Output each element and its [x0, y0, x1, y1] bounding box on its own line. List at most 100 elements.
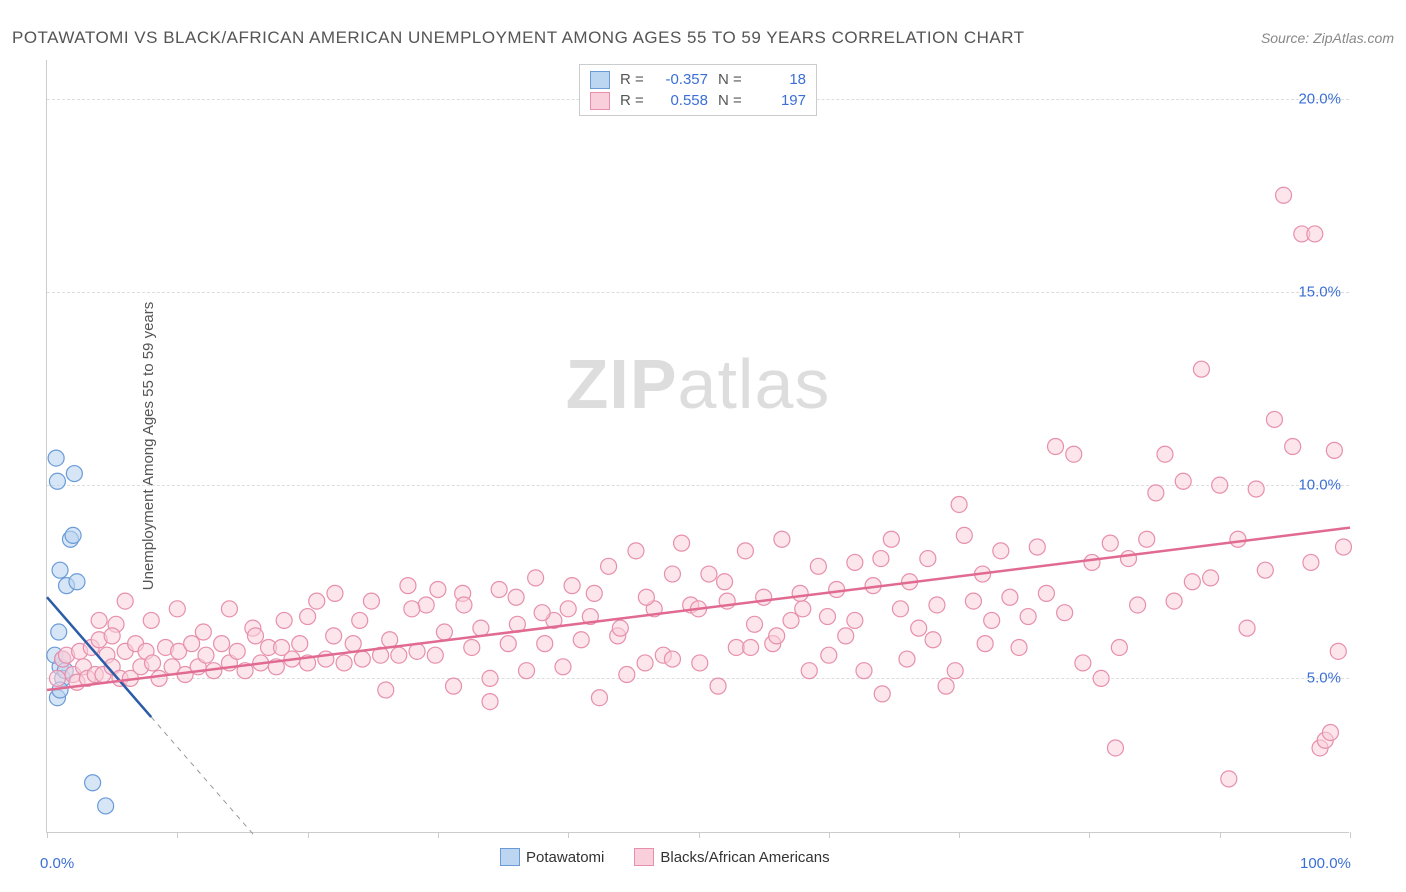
plot-area: ZIPatlas 5.0%10.0%15.0%20.0% R = -0.357 …	[46, 60, 1349, 833]
scatter-point	[1038, 585, 1054, 601]
scatter-point	[49, 670, 65, 686]
scatter-point	[977, 636, 993, 652]
scatter-point	[1093, 670, 1109, 686]
x-tick-mark	[177, 832, 178, 838]
scatter-point	[956, 527, 972, 543]
chart-source: Source: ZipAtlas.com	[1261, 30, 1394, 46]
scatter-point	[1276, 187, 1292, 203]
scatter-point	[965, 593, 981, 609]
scatter-point	[482, 694, 498, 710]
scatter-point	[591, 690, 607, 706]
scatter-point	[1157, 446, 1173, 462]
scatter-point	[925, 632, 941, 648]
scatter-point	[769, 628, 785, 644]
scatter-point	[52, 562, 68, 578]
scatter-point	[456, 597, 472, 613]
scatter-point	[363, 593, 379, 609]
scatter-point	[619, 667, 635, 683]
scatter-point	[573, 632, 589, 648]
scatter-point	[1139, 531, 1155, 547]
stats-n-value-2: 197	[756, 90, 806, 111]
scatter-point	[717, 574, 733, 590]
legend-item-1: Potawatomi	[500, 848, 604, 866]
scatter-point	[436, 624, 452, 640]
scatter-point	[48, 450, 64, 466]
scatter-point	[1166, 593, 1182, 609]
chart-header: POTAWATOMI VS BLACK/AFRICAN AMERICAN UNE…	[12, 28, 1394, 48]
scatter-point	[829, 582, 845, 598]
trend-line	[151, 717, 255, 837]
scatter-point	[612, 620, 628, 636]
scatter-point	[674, 535, 690, 551]
scatter-point	[66, 466, 82, 482]
scatter-point	[528, 570, 544, 586]
scatter-point	[1111, 639, 1127, 655]
scatter-point	[491, 582, 507, 598]
scatter-point	[938, 678, 954, 694]
legend-label-1: Potawatomi	[526, 849, 604, 866]
scatter-point	[883, 531, 899, 547]
scatter-point	[1193, 361, 1209, 377]
legend-swatch-2	[634, 848, 654, 866]
scatter-point	[743, 639, 759, 655]
scatter-point	[1303, 554, 1319, 570]
scatter-point	[1230, 531, 1246, 547]
stats-r-value-2: 0.558	[658, 90, 708, 111]
scatter-point	[1248, 481, 1264, 497]
scatter-point	[1257, 562, 1273, 578]
scatter-point	[354, 651, 370, 667]
scatter-point	[404, 601, 420, 617]
scatter-point	[756, 589, 772, 605]
scatter-point	[326, 628, 342, 644]
scatter-point	[892, 601, 908, 617]
scatter-point	[430, 582, 446, 598]
scatter-point	[400, 578, 416, 594]
scatter-point	[195, 624, 211, 640]
x-tick-mark	[438, 832, 439, 838]
scatter-point	[151, 670, 167, 686]
scatter-point	[418, 597, 434, 613]
scatter-point	[795, 601, 811, 617]
scatter-point	[792, 585, 808, 601]
scatter-point	[911, 620, 927, 636]
scatter-point	[847, 612, 863, 628]
scatter-point	[104, 628, 120, 644]
legend: Potawatomi Blacks/African Americans	[500, 848, 830, 866]
scatter-point	[638, 589, 654, 605]
scatter-point	[1285, 439, 1301, 455]
scatter-point	[1029, 539, 1045, 555]
scatter-point	[560, 601, 576, 617]
scatter-point	[1048, 439, 1064, 455]
scatter-point	[327, 585, 343, 601]
scatter-point	[774, 531, 790, 547]
scatter-point	[847, 554, 863, 570]
scatter-point	[1102, 535, 1118, 551]
stats-row-1: R = -0.357 N = 18	[590, 69, 806, 90]
scatter-point	[500, 636, 516, 652]
scatter-point	[1203, 570, 1219, 586]
scatter-point	[1020, 609, 1036, 625]
scatter-point	[276, 612, 292, 628]
x-tick-mark	[1220, 832, 1221, 838]
scatter-point	[873, 551, 889, 567]
scatter-point	[427, 647, 443, 663]
scatter-point	[947, 663, 963, 679]
scatter-point	[728, 639, 744, 655]
scatter-point	[1266, 411, 1282, 427]
scatter-point	[1066, 446, 1082, 462]
scatter-point	[692, 655, 708, 671]
scatter-point	[819, 609, 835, 625]
scatter-point	[664, 651, 680, 667]
scatter-point	[664, 566, 680, 582]
scatter-point	[221, 601, 237, 617]
scatter-point	[292, 636, 308, 652]
scatter-point	[391, 647, 407, 663]
stats-swatch-2	[590, 92, 610, 110]
scatter-point	[1084, 554, 1100, 570]
scatter-point	[508, 589, 524, 605]
x-tick-mark	[568, 832, 569, 838]
scatter-point	[1322, 725, 1338, 741]
scatter-point	[49, 473, 65, 489]
scatter-point	[464, 639, 480, 655]
scatter-point	[145, 655, 161, 671]
